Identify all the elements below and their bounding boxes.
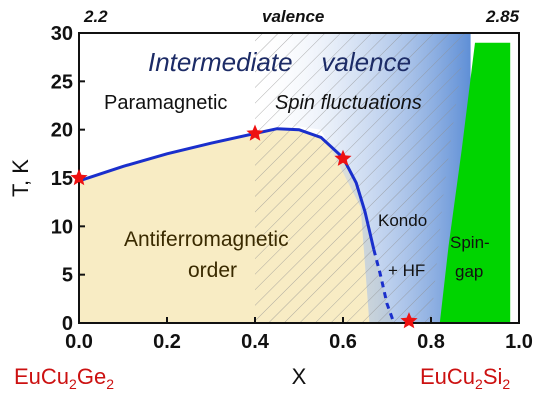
compound-left: EuCu2Ge2	[14, 364, 114, 392]
region-spin-gap-line2: gap	[455, 262, 483, 281]
y-tick-label: 30	[51, 23, 73, 45]
y-tick-label: 15	[51, 168, 73, 190]
region-afm-line1: Antiferromagnetic	[124, 228, 289, 251]
top-axis-label: valence	[262, 7, 324, 26]
y-tick-label: 10	[51, 216, 73, 238]
axis-ticks: 0.0 0.2 0.4 0.6 0.8 1.0 0 5 10 15 20 25 30	[51, 23, 533, 353]
top-axis-left-value: 2.2	[83, 7, 108, 26]
transition-line-extrapolated	[372, 249, 396, 323]
x-tick-label: 0.2	[153, 331, 181, 353]
data-points	[70, 124, 418, 329]
x-tick-label: 0.8	[417, 331, 445, 353]
x-tick-label: 1.0	[505, 331, 533, 353]
star-marker	[400, 312, 418, 329]
region-spin-fluctuations: Spin fluctuations	[275, 92, 422, 114]
star-marker	[246, 124, 264, 141]
top-axis-right-value: 2.85	[485, 7, 520, 26]
x-axis-label: X	[292, 364, 307, 389]
transition-line	[78, 127, 376, 250]
x-tick-label: 0.0	[65, 331, 93, 353]
y-tick-label: 5	[62, 265, 73, 287]
region-afm-line2: order	[188, 259, 237, 282]
y-axis-label: T, K	[8, 159, 33, 197]
hatched-region	[255, 33, 467, 323]
region-spin-gap-line1: Spin-	[450, 233, 490, 252]
region-intermediate-valence: Intermediate valence	[148, 47, 411, 77]
y-tick-label: 0	[62, 313, 73, 335]
compound-right: EuCu2Si2	[420, 364, 510, 392]
region-kondo: Kondo	[378, 211, 427, 230]
x-tick-label: 0.6	[329, 331, 357, 353]
y-tick-label: 20	[51, 120, 73, 142]
star-marker	[334, 149, 352, 166]
x-tick-label: 0.4	[241, 331, 270, 353]
star-marker	[70, 169, 88, 186]
region-paramagnetic: Paramagnetic	[104, 92, 227, 114]
y-tick-label: 25	[51, 71, 73, 93]
spin-gap-region	[439, 42, 511, 323]
region-hf: + HF	[388, 261, 425, 280]
